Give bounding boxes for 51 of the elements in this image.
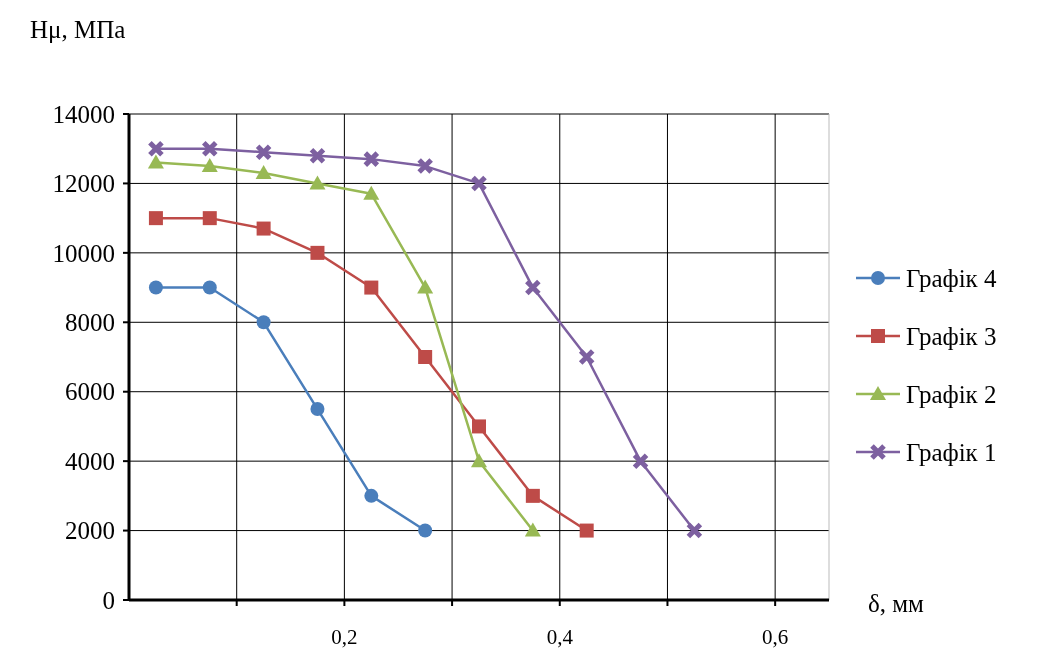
x-tick-label: 0,2 bbox=[331, 625, 358, 649]
point bbox=[471, 453, 487, 468]
legend-label: Графік 2 bbox=[906, 380, 997, 408]
point bbox=[362, 150, 380, 168]
point bbox=[364, 280, 379, 295]
y-tick-label: 8000 bbox=[65, 309, 115, 337]
point bbox=[147, 154, 164, 169]
point bbox=[685, 522, 703, 540]
point bbox=[632, 452, 650, 470]
x-tick-label: 0,6 bbox=[762, 625, 789, 649]
legend-label: Графік 4 bbox=[906, 264, 998, 292]
legend-label: Графік 3 bbox=[906, 322, 997, 350]
point bbox=[363, 185, 380, 200]
y-tick-label: 14000 bbox=[52, 100, 115, 128]
point bbox=[202, 280, 217, 295]
y-tick-label: 10000 bbox=[52, 239, 115, 267]
x-axis-title: δ, мм bbox=[868, 590, 925, 617]
point bbox=[470, 174, 488, 192]
point bbox=[148, 280, 163, 295]
point bbox=[578, 348, 596, 366]
point bbox=[201, 158, 218, 173]
x-tick-label: 0,4 bbox=[546, 625, 574, 649]
point bbox=[310, 245, 325, 260]
y-tick-label: 2000 bbox=[65, 517, 115, 545]
point bbox=[256, 221, 271, 236]
point bbox=[309, 175, 326, 190]
point bbox=[202, 211, 217, 226]
point bbox=[472, 419, 486, 434]
point bbox=[256, 315, 271, 330]
point bbox=[418, 350, 433, 364]
point bbox=[201, 140, 219, 158]
point bbox=[148, 211, 163, 226]
y-tick-label: 4000 bbox=[65, 447, 115, 475]
point bbox=[579, 523, 594, 538]
legend-label: Графік 1 bbox=[906, 438, 997, 466]
point bbox=[524, 279, 542, 297]
point bbox=[418, 523, 433, 538]
y-tick-label: 12000 bbox=[52, 170, 115, 198]
y-tick-label: 0 bbox=[102, 586, 115, 614]
point bbox=[255, 143, 273, 161]
point bbox=[147, 140, 165, 158]
point bbox=[364, 488, 379, 503]
y-axis-title: Hμ, МПа bbox=[30, 16, 126, 43]
y-tick-label: 6000 bbox=[65, 378, 115, 406]
point bbox=[524, 522, 541, 537]
point bbox=[308, 147, 326, 165]
point bbox=[416, 157, 434, 175]
point bbox=[310, 402, 325, 417]
point bbox=[525, 488, 540, 503]
point bbox=[255, 165, 272, 180]
point bbox=[417, 279, 434, 294]
